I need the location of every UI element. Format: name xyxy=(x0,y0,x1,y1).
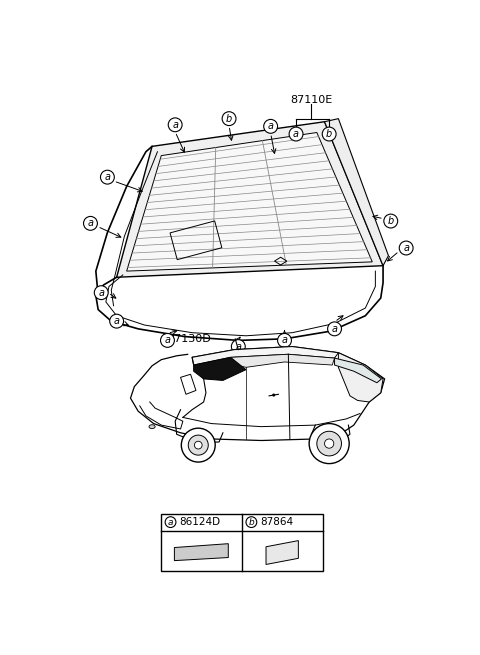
Text: 87864: 87864 xyxy=(260,517,293,527)
Text: a: a xyxy=(114,316,120,326)
Polygon shape xyxy=(117,122,383,277)
Polygon shape xyxy=(193,358,246,381)
Circle shape xyxy=(324,439,334,448)
Circle shape xyxy=(188,435,208,455)
Text: a: a xyxy=(104,172,110,182)
Circle shape xyxy=(94,286,108,299)
Circle shape xyxy=(246,517,257,527)
Circle shape xyxy=(222,112,236,126)
Text: a: a xyxy=(281,335,288,345)
Text: b: b xyxy=(388,216,394,226)
Polygon shape xyxy=(131,346,384,441)
Circle shape xyxy=(181,428,215,462)
Circle shape xyxy=(168,118,182,132)
Circle shape xyxy=(384,214,398,228)
Circle shape xyxy=(264,119,277,133)
Text: a: a xyxy=(98,288,104,297)
Circle shape xyxy=(165,517,176,527)
Polygon shape xyxy=(174,544,228,561)
Circle shape xyxy=(277,333,291,347)
Circle shape xyxy=(317,431,341,456)
Bar xyxy=(161,514,323,571)
Text: b: b xyxy=(226,113,232,124)
Text: a: a xyxy=(87,218,94,229)
Text: a: a xyxy=(403,243,409,253)
Text: b: b xyxy=(249,517,254,527)
Polygon shape xyxy=(230,354,335,367)
Text: 87110E: 87110E xyxy=(290,95,333,105)
Polygon shape xyxy=(324,119,388,266)
Text: a: a xyxy=(332,324,337,334)
Text: a: a xyxy=(268,121,274,132)
Text: b: b xyxy=(326,129,332,139)
Polygon shape xyxy=(266,540,299,565)
Circle shape xyxy=(84,216,97,231)
Circle shape xyxy=(231,340,245,354)
Circle shape xyxy=(110,314,123,328)
Polygon shape xyxy=(335,358,382,383)
Text: 87130D: 87130D xyxy=(168,334,211,344)
Polygon shape xyxy=(338,353,383,402)
Text: a: a xyxy=(293,129,299,139)
Circle shape xyxy=(322,127,336,141)
Text: a: a xyxy=(172,120,178,130)
Polygon shape xyxy=(192,346,338,365)
Circle shape xyxy=(289,127,303,141)
Circle shape xyxy=(272,394,275,397)
Text: a: a xyxy=(168,517,173,527)
Circle shape xyxy=(399,241,413,255)
Circle shape xyxy=(328,322,341,336)
Ellipse shape xyxy=(149,424,155,428)
Text: 86124D: 86124D xyxy=(179,517,220,527)
Circle shape xyxy=(100,170,114,184)
Circle shape xyxy=(309,424,349,464)
Circle shape xyxy=(160,333,174,347)
Circle shape xyxy=(194,441,202,449)
Polygon shape xyxy=(127,132,372,271)
Text: a: a xyxy=(165,335,170,345)
Text: a: a xyxy=(235,341,241,352)
